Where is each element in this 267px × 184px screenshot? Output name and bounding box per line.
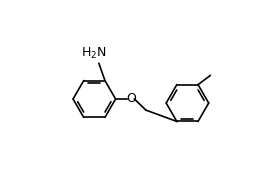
Text: O: O <box>126 93 136 105</box>
Text: H$_2$N: H$_2$N <box>81 46 107 61</box>
